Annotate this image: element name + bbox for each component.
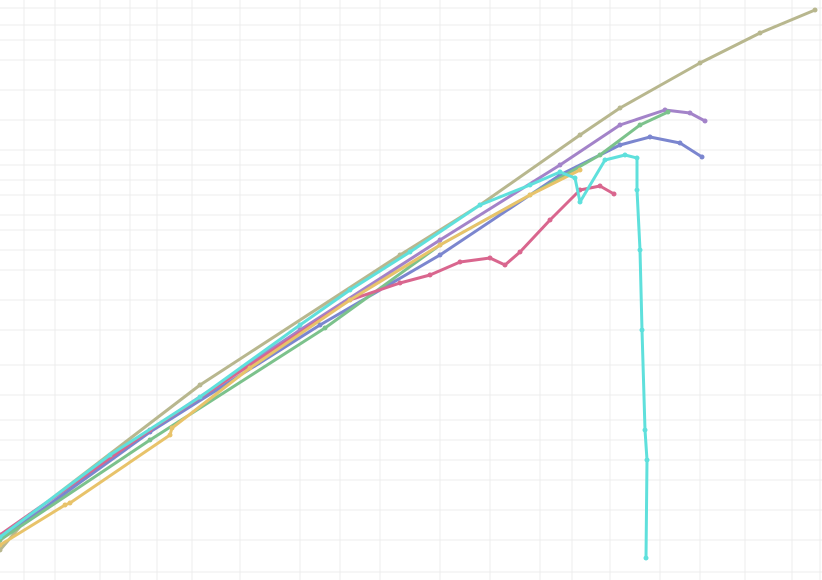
data-point: [62, 502, 68, 508]
data-point: [527, 182, 533, 188]
data-point: [427, 272, 433, 278]
data-point: [699, 154, 705, 160]
data-point: [437, 242, 443, 248]
series-line: [0, 153, 649, 559]
data-point: [634, 155, 640, 161]
data-point: [477, 202, 483, 208]
data-point: [197, 394, 203, 400]
data-point: [437, 252, 443, 258]
data-point: [147, 437, 153, 443]
data-point: [347, 297, 353, 303]
data-point: [407, 249, 413, 255]
data-point: [697, 60, 703, 66]
data-point: [643, 555, 649, 561]
data-point: [322, 325, 328, 331]
data-point: [297, 322, 303, 328]
data-point: [347, 287, 353, 293]
data-point: [317, 322, 323, 328]
data-point: [547, 217, 553, 223]
data-point: [0, 547, 3, 553]
series-line: [0, 168, 581, 547]
data-point: [169, 425, 175, 431]
data-point: [0, 542, 3, 548]
data-point: [502, 262, 508, 268]
series-line: [0, 184, 615, 537]
data-point: [644, 457, 650, 463]
data-point: [577, 199, 583, 205]
data-point: [617, 105, 623, 111]
data-point: [0, 534, 3, 540]
data-point: [67, 500, 73, 506]
data-point: [617, 142, 623, 148]
data-point: [397, 280, 403, 286]
data-point: [167, 432, 173, 438]
data-point: [602, 157, 608, 163]
data-point: [617, 122, 623, 128]
data-point: [702, 118, 708, 124]
data-point: [647, 134, 653, 140]
data-point: [622, 152, 628, 158]
data-point: [677, 140, 683, 146]
data-point: [437, 237, 443, 243]
data-point: [577, 167, 583, 173]
data-point: [107, 452, 113, 458]
data-point: [634, 187, 640, 193]
data-point: [639, 327, 645, 333]
data-point: [577, 132, 583, 138]
data-point: [642, 427, 648, 433]
data-point: [597, 152, 603, 158]
data-point: [665, 109, 671, 115]
data-point: [557, 169, 563, 175]
data-point: [247, 365, 253, 371]
data-point: [812, 7, 818, 13]
data-point: [557, 162, 563, 168]
data-point: [757, 30, 763, 36]
data-point: [197, 382, 203, 388]
data-point: [457, 259, 463, 265]
data-point: [572, 175, 578, 181]
data-point: [487, 255, 493, 261]
data-point: [687, 110, 693, 116]
data-point: [517, 249, 523, 255]
data-point: [611, 191, 617, 197]
data-point: [527, 192, 533, 198]
data-point: [597, 183, 603, 189]
data-point: [637, 247, 643, 253]
data-point: [637, 122, 643, 128]
